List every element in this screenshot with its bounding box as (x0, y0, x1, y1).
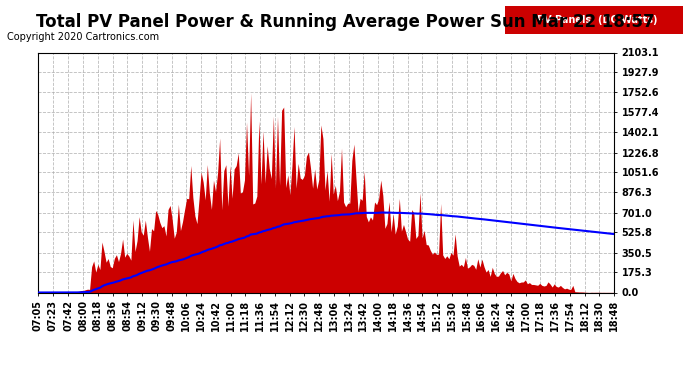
Text: PV Panels  (DC Watts): PV Panels (DC Watts) (537, 15, 658, 25)
Text: Copyright 2020 Cartronics.com: Copyright 2020 Cartronics.com (7, 32, 159, 42)
Bar (505, 6, 683, 34)
Text: Average  (DC Watts): Average (DC Watts) (365, 15, 477, 25)
Text: Total PV Panel Power & Running Average Power Sun Mar 22 18:57: Total PV Panel Power & Running Average P… (36, 13, 654, 31)
